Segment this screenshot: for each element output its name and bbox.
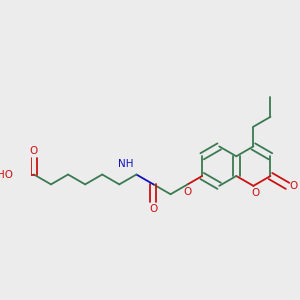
Text: O: O bbox=[149, 204, 158, 214]
Text: NH: NH bbox=[118, 159, 134, 169]
Text: O: O bbox=[30, 146, 38, 156]
Text: O: O bbox=[184, 188, 192, 197]
Text: O: O bbox=[251, 188, 259, 198]
Text: O: O bbox=[290, 181, 298, 191]
Text: HO: HO bbox=[0, 169, 13, 179]
